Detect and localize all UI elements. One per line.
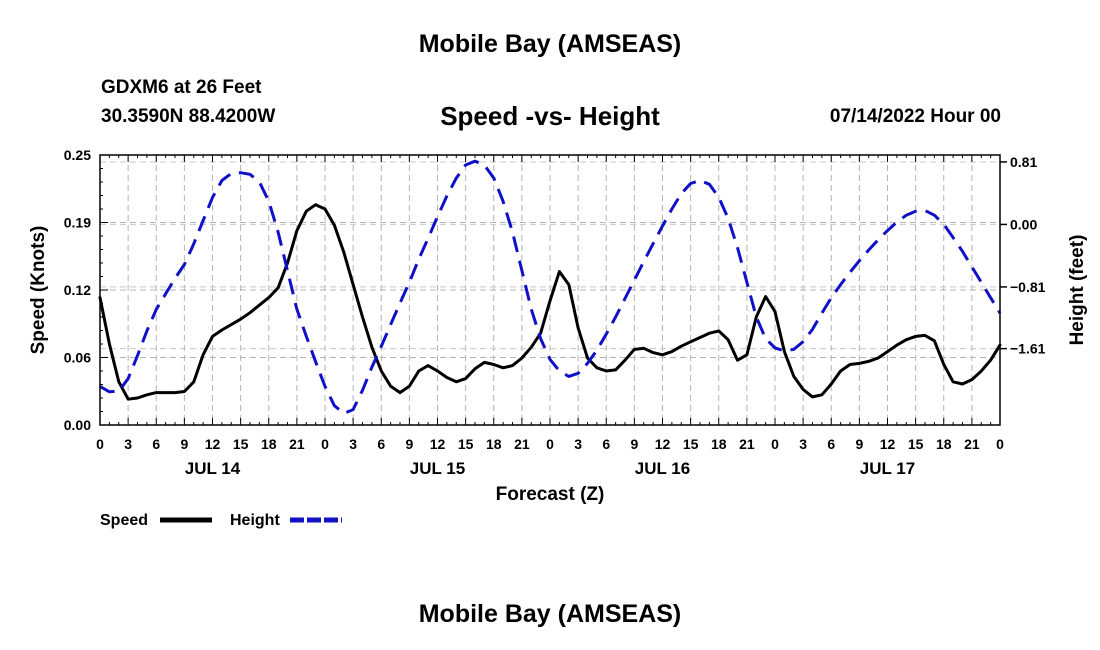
chart-title: Speed -vs- Height <box>440 101 660 131</box>
x-tick-label: 6 <box>827 436 835 452</box>
x-tick-label: 15 <box>683 436 699 452</box>
y-tick-label: 0.12 <box>64 282 91 298</box>
forecast-date-label: 07/14/2022 Hour 00 <box>829 106 1001 127</box>
x-tick-label: 9 <box>180 436 188 452</box>
x-tick-label: 0 <box>96 436 104 452</box>
speed-series-line <box>98 203 1002 401</box>
x-tick-label: 6 <box>377 436 385 452</box>
x-tick-label: 12 <box>430 436 446 452</box>
y2-axis-title: Height (feet) <box>1067 235 1088 346</box>
x-tick-label: 21 <box>289 436 305 452</box>
x-tick-label: 6 <box>152 436 160 452</box>
main-title: Mobile Bay (AMSEAS) <box>418 30 682 58</box>
x-tick-label: 15 <box>908 436 924 452</box>
x-tick-label: 0 <box>546 436 554 452</box>
x-tick-label: 12 <box>205 436 221 452</box>
height-series-line <box>99 159 1002 415</box>
day-label: JUL 17 <box>860 459 915 478</box>
x-tick-label: 21 <box>964 436 980 452</box>
x-tick-label: 21 <box>514 436 530 452</box>
y2-tick-label: 0.00 <box>1010 216 1037 232</box>
x-axis-title: Forecast (Z) <box>496 484 605 505</box>
day-label: JUL 16 <box>635 459 690 478</box>
station-label: GDXM6 at 26 Feet <box>101 77 262 98</box>
footer-title: Mobile Bay (AMSEAS) <box>418 600 682 628</box>
day-label: JUL 15 <box>410 459 465 478</box>
x-tick-label: 3 <box>349 436 357 452</box>
y-tick-label: 0.19 <box>64 215 91 231</box>
y-tick-label: 0.00 <box>64 417 91 433</box>
legend-label-speed: Speed <box>100 512 148 529</box>
x-tick-label: 18 <box>261 436 277 452</box>
y-tick-label: 0.25 <box>64 147 91 163</box>
y-axis-title: Speed (Knots) <box>28 226 49 355</box>
x-tick-label: 9 <box>405 436 413 452</box>
x-tick-label: 15 <box>233 436 249 452</box>
y2-tick-label: −0.81 <box>1010 279 1046 295</box>
x-tick-label: 0 <box>321 436 329 452</box>
x-tick-label: 18 <box>711 436 727 452</box>
x-tick-label: 3 <box>574 436 582 452</box>
x-tick-label: 18 <box>486 436 502 452</box>
x-tick-label: 9 <box>855 436 863 452</box>
y2-tick-label: −1.61 <box>1010 341 1046 357</box>
x-tick-label: 0 <box>771 436 779 452</box>
x-tick-label: 3 <box>124 436 132 452</box>
x-tick-label: 3 <box>799 436 807 452</box>
legend-label-height: Height <box>230 512 280 529</box>
x-tick-label: 12 <box>655 436 671 452</box>
x-tick-label: 12 <box>880 436 896 452</box>
y2-tick-label: 0.81 <box>1010 154 1037 170</box>
coordinates-label: 30.3590N 88.4200W <box>101 106 276 127</box>
day-label: JUL 14 <box>185 459 241 478</box>
x-tick-label: 6 <box>602 436 610 452</box>
x-tick-label: 0 <box>996 436 1004 452</box>
x-tick-label: 18 <box>936 436 952 452</box>
x-tick-label: 15 <box>458 436 474 452</box>
y-tick-label: 0.06 <box>64 350 91 366</box>
x-tick-label: 9 <box>630 436 638 452</box>
x-tick-label: 21 <box>739 436 755 452</box>
